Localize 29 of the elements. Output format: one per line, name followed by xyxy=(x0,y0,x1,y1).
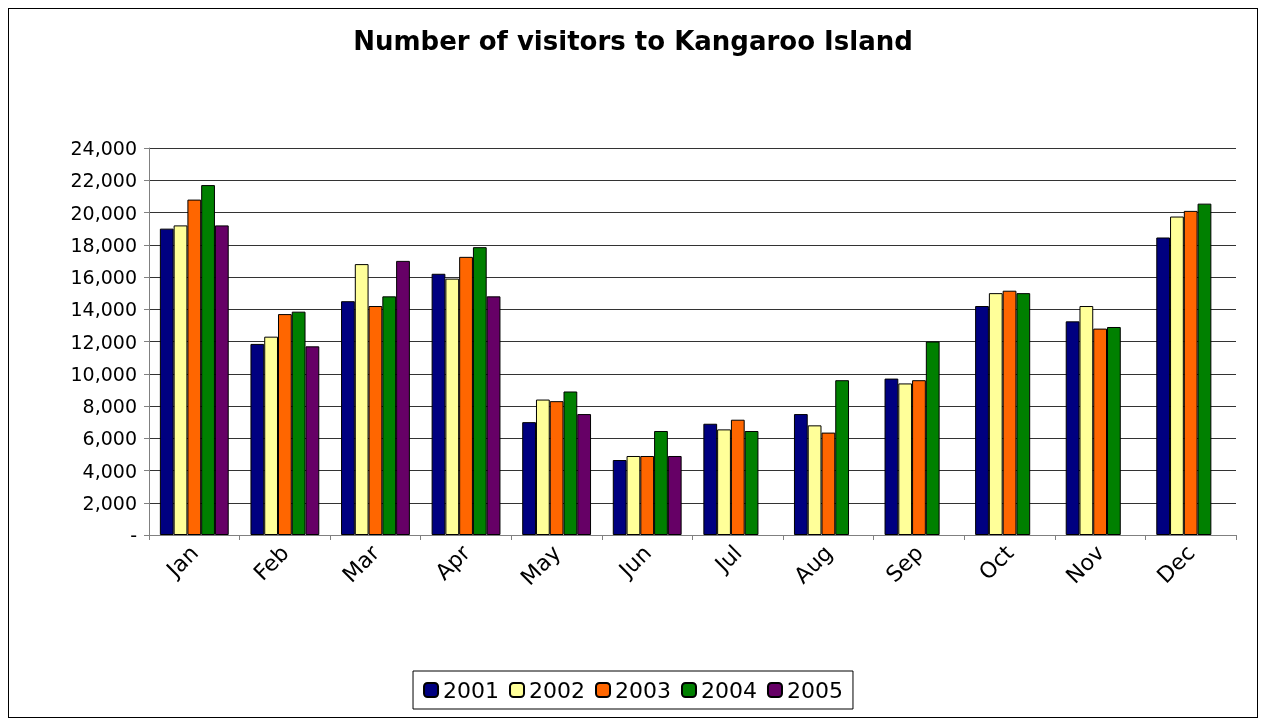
y-tick-label: 24,000 xyxy=(70,137,137,159)
x-tick-label: Nov xyxy=(1060,540,1109,589)
y-tick-label: 6,000 xyxy=(82,427,137,450)
y-tick-label: 8,000 xyxy=(82,395,137,417)
legend-label: 2005 xyxy=(786,677,843,703)
y-tick-label: 12,000 xyxy=(70,330,137,353)
x-tick-label: Jul xyxy=(708,540,747,579)
y-tick-label: 2,000 xyxy=(82,491,137,514)
chart-title: Number of visitors to Kangaroo Island xyxy=(353,26,913,56)
x-tick-label: Feb xyxy=(248,540,294,586)
x-tick-label: Sep xyxy=(880,540,928,588)
x-tick-label: Jun xyxy=(612,540,657,584)
y-tick-label: 18,000 xyxy=(70,233,137,256)
legend-label: 2004 xyxy=(700,677,757,703)
x-tick-label: Jan xyxy=(160,540,204,584)
y-tick-label: 4,000 xyxy=(82,459,137,482)
y-tick-label: 16,000 xyxy=(70,266,137,288)
y-tick-label: 10,000 xyxy=(70,362,137,385)
x-tick-label: Oct xyxy=(973,539,1019,585)
legend-label: 2002 xyxy=(529,677,586,703)
y-tick-label: - xyxy=(130,524,137,546)
y-tick-label: 20,000 xyxy=(70,201,137,224)
legend-label: 2001 xyxy=(443,677,500,703)
y-tick-label: 22,000 xyxy=(70,169,137,192)
x-tick-label: Apr xyxy=(430,539,476,585)
legend-label: 2003 xyxy=(615,677,672,703)
y-tick-label: 14,000 xyxy=(70,298,137,321)
x-tick-label: Mar xyxy=(337,539,385,588)
x-tick-label: Dec xyxy=(1151,540,1200,588)
